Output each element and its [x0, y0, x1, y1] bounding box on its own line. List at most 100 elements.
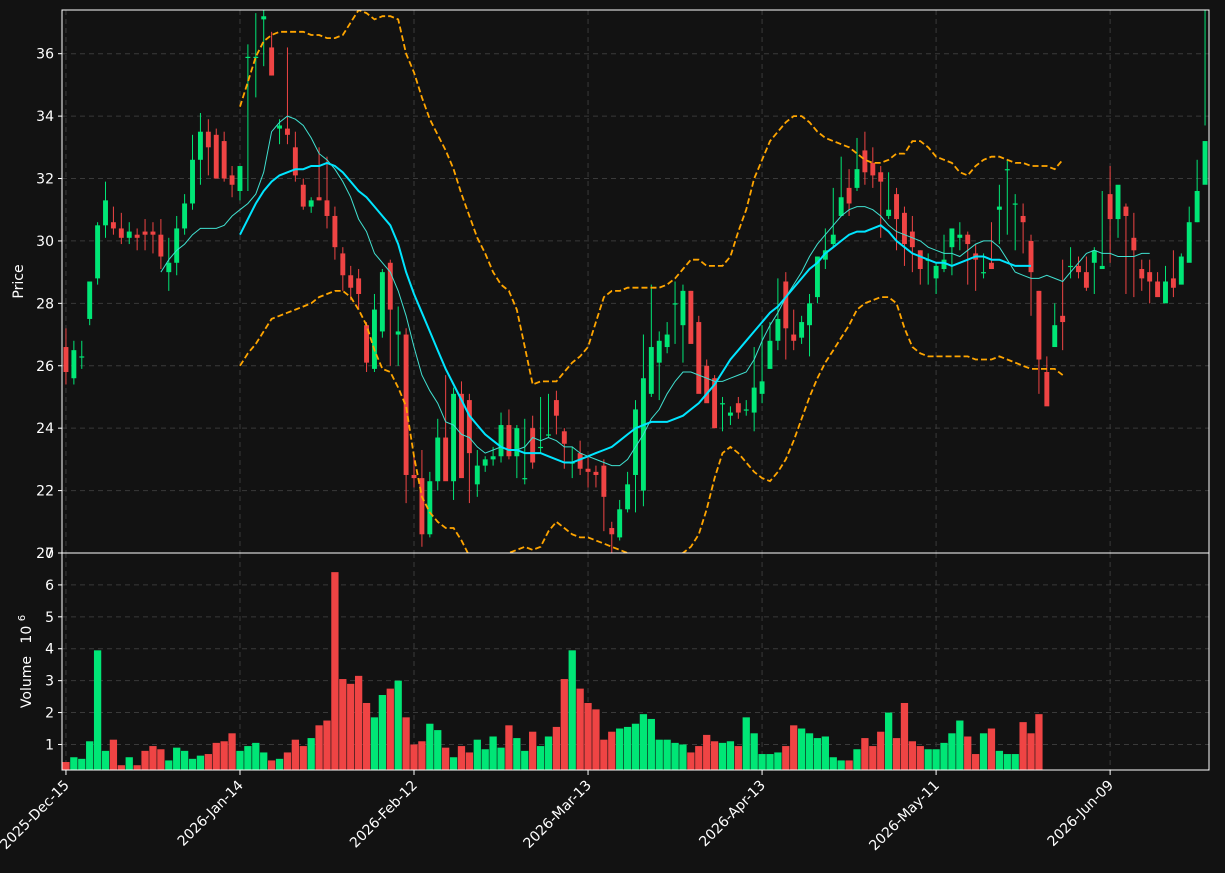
volume-bar	[521, 750, 529, 770]
candle-body	[372, 309, 377, 369]
candle-body	[1052, 325, 1058, 348]
candle-body	[1123, 206, 1129, 216]
volume-bar	[378, 695, 387, 770]
candle-body	[822, 250, 828, 260]
volume-bar	[212, 742, 220, 770]
volume-bar	[877, 731, 885, 770]
volume-bar	[790, 725, 798, 770]
candle-body	[838, 197, 844, 216]
candle-body	[466, 400, 472, 454]
volume-axis-title: Volume 10 6	[17, 615, 35, 708]
price-tick-label: 22	[36, 484, 54, 500]
candle-body	[411, 474, 417, 479]
volume-bar	[457, 746, 466, 770]
volume-tick-label: 7	[45, 546, 54, 562]
candle-body	[427, 481, 433, 535]
candle-body	[459, 393, 464, 479]
candle-body	[443, 437, 449, 482]
candle-body	[126, 231, 132, 238]
volume-bar	[560, 679, 568, 770]
candle-body	[577, 453, 583, 469]
volume-bar	[616, 728, 624, 770]
candle-body	[1012, 203, 1018, 205]
candle-body	[324, 200, 330, 216]
volume-bar	[536, 746, 545, 770]
candle-body	[1020, 215, 1026, 223]
volume-bar	[655, 739, 663, 770]
candle-body	[680, 290, 686, 326]
candle-body	[284, 128, 290, 135]
overlay-lines	[160, 10, 1150, 553]
volume-bar	[62, 762, 70, 770]
volume-bar	[972, 754, 980, 770]
volume-bar	[497, 747, 505, 770]
candle-body	[901, 212, 907, 245]
candle-body	[269, 47, 275, 76]
volume-bar	[647, 718, 655, 770]
volume-bar	[173, 747, 181, 770]
volume-bar	[513, 738, 521, 770]
volume-bar	[774, 752, 782, 770]
volume-bar	[228, 733, 236, 770]
candle-body	[348, 275, 354, 288]
volume-bar	[576, 688, 584, 770]
volume-bar	[639, 714, 648, 770]
volume-bar	[86, 741, 94, 770]
candle-body	[814, 256, 820, 298]
volume-bar	[568, 650, 576, 770]
candle-body	[561, 431, 567, 444]
volume-bar	[750, 733, 758, 770]
volume-bar	[837, 760, 845, 770]
candle-body	[886, 209, 892, 216]
candle-body	[767, 340, 773, 369]
volume-bar	[101, 750, 110, 770]
candle-body	[158, 234, 164, 257]
candle-body	[1076, 265, 1081, 273]
candle-body	[1147, 272, 1153, 282]
volume-bar	[125, 757, 133, 770]
volume-bar	[1027, 733, 1035, 770]
volume-bar	[386, 688, 394, 770]
volume-bar	[623, 726, 632, 770]
candle-body	[989, 262, 994, 270]
volume-bar	[252, 742, 260, 770]
price-axis-title: Price	[11, 264, 27, 298]
candle-body	[1131, 237, 1137, 251]
volume-bar	[766, 754, 774, 770]
volume-bar	[979, 733, 988, 770]
volume-bar	[70, 757, 78, 770]
candle-body	[909, 231, 915, 248]
candle-body	[1155, 281, 1161, 298]
volume-bar	[465, 752, 474, 770]
candle-body	[506, 425, 512, 457]
volume-bar	[687, 752, 695, 770]
volume-bar	[663, 739, 671, 770]
volume-panel-border	[61, 552, 1210, 771]
candle-body	[110, 222, 116, 229]
volume-bar	[109, 739, 118, 770]
candle-body	[1139, 269, 1145, 279]
candle-body	[300, 184, 306, 207]
candle-body	[633, 409, 638, 475]
candle-body	[538, 446, 544, 449]
candle-body	[340, 253, 346, 276]
volume-bar	[703, 734, 711, 770]
candle-body	[609, 528, 615, 535]
volume-bar	[584, 702, 592, 770]
candle-body	[933, 265, 939, 279]
price-tick-label: 32	[36, 172, 54, 188]
candle-body	[1004, 169, 1010, 171]
volume-bar	[157, 749, 165, 770]
candle-body	[712, 378, 718, 429]
volume-bar	[307, 738, 315, 770]
volume-bar	[196, 755, 205, 770]
volume-bar	[267, 760, 276, 770]
candle-body	[696, 322, 702, 394]
volume-bar	[362, 702, 371, 770]
candle-body	[846, 187, 852, 204]
candle-body	[799, 322, 805, 338]
volume-bar	[410, 744, 418, 770]
candle-body	[830, 234, 836, 245]
volume-bar	[734, 746, 742, 770]
